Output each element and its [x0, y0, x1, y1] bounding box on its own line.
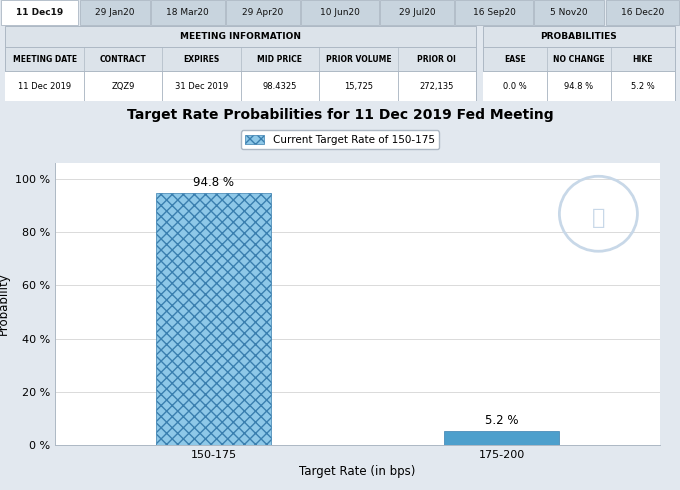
Bar	[80, 0, 150, 25]
Text: MID PRICE: MID PRICE	[258, 55, 303, 64]
Bar	[1, 0, 78, 25]
Text: 5.2 %: 5.2 %	[485, 414, 518, 427]
X-axis label: Target Rate (in bps): Target Rate (in bps)	[299, 466, 415, 478]
Text: 18 Mar20: 18 Mar20	[167, 8, 209, 17]
Legend: Current Target Rate of 150-175: Current Target Rate of 150-175	[241, 130, 439, 149]
Text: 272,135: 272,135	[420, 82, 454, 91]
Bar	[226, 0, 300, 25]
Bar	[5, 72, 476, 101]
Text: EXPIRES: EXPIRES	[184, 55, 220, 64]
Text: 29 Apr20: 29 Apr20	[242, 8, 284, 17]
Text: 31 Dec 2019: 31 Dec 2019	[175, 82, 228, 91]
Bar	[151, 0, 224, 25]
Text: 5.2 %: 5.2 %	[631, 82, 654, 91]
Text: 10 Jun20: 10 Jun20	[320, 8, 360, 17]
Text: NO CHANGE: NO CHANGE	[553, 55, 605, 64]
Bar	[156, 193, 271, 445]
Text: 98.4325: 98.4325	[262, 82, 297, 91]
Bar	[534, 0, 605, 25]
Text: 15,725: 15,725	[344, 82, 373, 91]
Y-axis label: Probability: Probability	[0, 272, 10, 335]
Text: CONTRACT: CONTRACT	[100, 55, 146, 64]
Text: 16 Sep20: 16 Sep20	[473, 8, 515, 17]
Text: 16 Dec20: 16 Dec20	[621, 8, 664, 17]
Text: MEETING INFORMATION: MEETING INFORMATION	[180, 32, 301, 41]
Text: EASE: EASE	[504, 55, 526, 64]
Text: 11 Dec 2019: 11 Dec 2019	[18, 82, 71, 91]
Bar	[606, 0, 679, 25]
Text: 29 Jul20: 29 Jul20	[398, 8, 435, 17]
Text: 94.8 %: 94.8 %	[564, 82, 593, 91]
Bar	[301, 0, 379, 25]
Text: 94.8 %: 94.8 %	[193, 176, 234, 189]
Text: MEETING DATE: MEETING DATE	[13, 55, 77, 64]
Bar	[456, 0, 533, 25]
Text: HIKE: HIKE	[632, 55, 653, 64]
Bar	[5, 26, 476, 101]
Text: PRIOR OI: PRIOR OI	[418, 55, 456, 64]
Text: 29 Jan20: 29 Jan20	[95, 8, 135, 17]
Text: PRIOR VOLUME: PRIOR VOLUME	[326, 55, 391, 64]
Bar	[483, 72, 675, 101]
Text: Target Rate Probabilities for 11 Dec 2019 Fed Meeting: Target Rate Probabilities for 11 Dec 201…	[126, 108, 554, 122]
Text: ZQZ9: ZQZ9	[112, 82, 135, 91]
Text: PROBABILITIES: PROBABILITIES	[541, 32, 617, 41]
Text: 0.0 %: 0.0 %	[503, 82, 526, 91]
Bar	[483, 26, 675, 101]
Text: 11 Dec19: 11 Dec19	[16, 8, 63, 17]
Text: 5 Nov20: 5 Nov20	[550, 8, 588, 17]
Bar	[444, 431, 559, 445]
Text: Ⓝ: Ⓝ	[592, 208, 605, 228]
Bar	[380, 0, 454, 25]
